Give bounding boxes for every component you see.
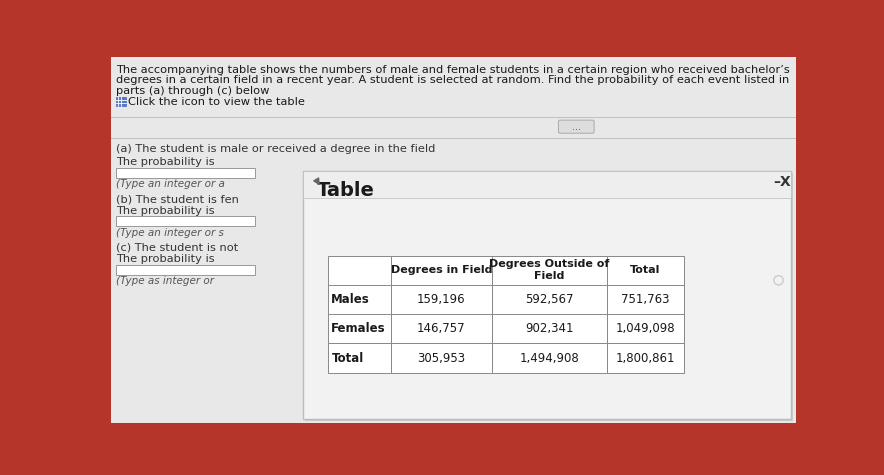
Bar — [391, 314, 492, 343]
Bar — [116, 265, 255, 275]
Text: Males: Males — [332, 293, 370, 306]
Bar — [391, 285, 492, 314]
Bar — [391, 256, 492, 285]
Text: (Type an integer or s: (Type an integer or s — [116, 228, 224, 238]
Text: The probability is: The probability is — [116, 254, 215, 264]
Text: Total: Total — [332, 352, 363, 365]
Text: parts (a) through (c) below: parts (a) through (c) below — [116, 86, 270, 96]
Bar — [305, 173, 793, 421]
Text: Females: Females — [332, 323, 386, 335]
Text: degrees in a certain field in a recent year. A student is selected at random. Fi: degrees in a certain field in a recent y… — [116, 76, 789, 86]
Bar — [492, 343, 606, 373]
Text: 902,341: 902,341 — [525, 323, 574, 335]
FancyBboxPatch shape — [559, 120, 594, 133]
Text: Degrees Outside of
Field: Degrees Outside of Field — [489, 259, 609, 282]
Bar — [606, 343, 684, 373]
Text: X: X — [781, 175, 791, 189]
Bar — [606, 285, 684, 314]
Bar — [116, 97, 126, 105]
Bar — [492, 314, 606, 343]
Text: The accompanying table shows the numbers of male and female students in a certai: The accompanying table shows the numbers… — [116, 65, 789, 75]
Bar — [327, 314, 391, 343]
Text: Degrees in Field: Degrees in Field — [391, 266, 492, 276]
Bar — [492, 256, 606, 285]
Text: –: – — [774, 175, 781, 189]
Text: 159,196: 159,196 — [417, 293, 466, 306]
Bar — [302, 171, 791, 198]
Text: 592,567: 592,567 — [525, 293, 574, 306]
Bar — [327, 343, 391, 373]
Text: Click the icon to view the table: Click the icon to view the table — [128, 97, 305, 107]
Text: 1,800,861: 1,800,861 — [615, 352, 675, 365]
Bar — [606, 314, 684, 343]
Bar — [327, 285, 391, 314]
Bar — [302, 171, 791, 419]
Text: (Type an integer or a: (Type an integer or a — [116, 180, 225, 190]
Text: 751,763: 751,763 — [621, 293, 669, 306]
Text: Total: Total — [630, 266, 660, 276]
Bar — [116, 168, 255, 178]
Text: The probability is: The probability is — [116, 157, 215, 167]
Text: Table: Table — [316, 181, 375, 200]
Text: ...: ... — [572, 122, 581, 132]
Text: (c) The student is not: (c) The student is not — [116, 243, 238, 253]
Bar — [391, 343, 492, 373]
Text: The probability is: The probability is — [116, 206, 215, 216]
Text: (a) The student is male or received a degree in the field: (a) The student is male or received a de… — [116, 144, 435, 154]
Bar — [492, 285, 606, 314]
Text: (Type as integer or: (Type as integer or — [116, 276, 214, 286]
Bar — [327, 256, 391, 285]
Text: (b) The student is fen: (b) The student is fen — [116, 194, 239, 204]
Text: 146,757: 146,757 — [417, 323, 466, 335]
Bar — [606, 256, 684, 285]
Text: 1,494,908: 1,494,908 — [519, 352, 579, 365]
Text: 305,953: 305,953 — [417, 352, 466, 365]
Text: 1,049,098: 1,049,098 — [615, 323, 675, 335]
Bar — [116, 217, 255, 227]
